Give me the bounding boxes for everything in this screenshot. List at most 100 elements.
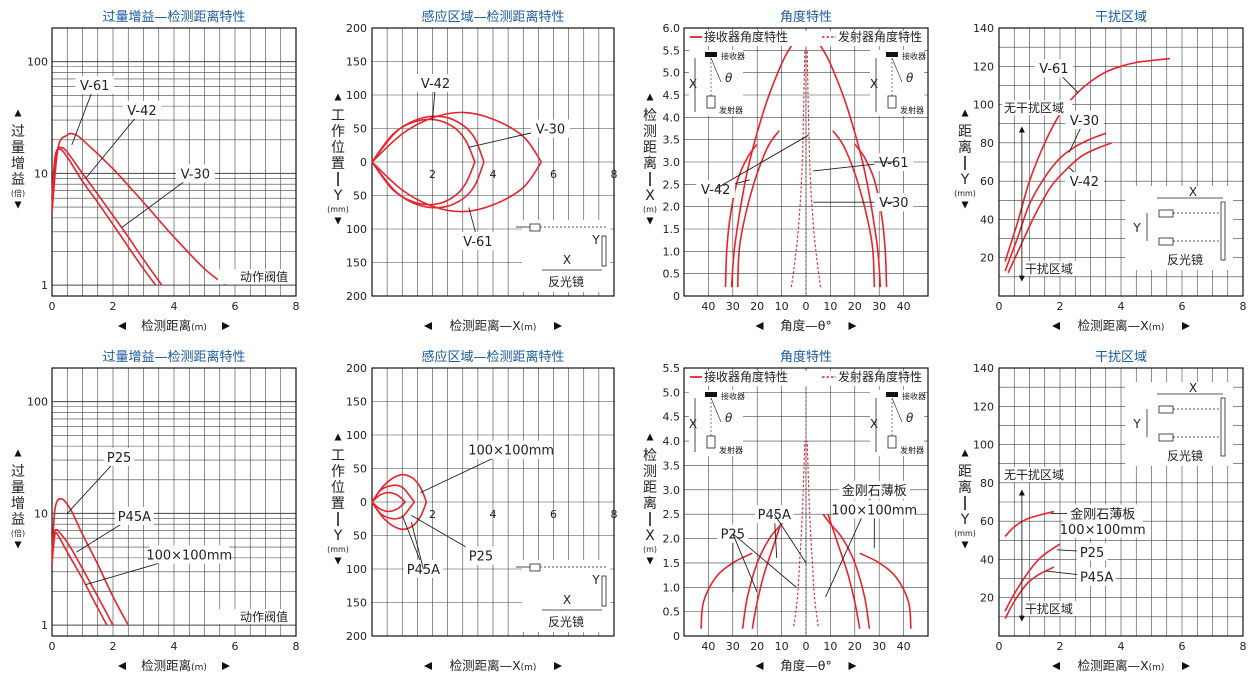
region-bg bbox=[1023, 601, 1084, 617]
x-tick-label: 6 bbox=[232, 300, 239, 313]
reflector-inset: X Y 反光镜 bbox=[516, 220, 610, 292]
annotation-bg bbox=[1077, 567, 1116, 586]
y-tick-label: 80 bbox=[980, 477, 994, 490]
y-axis-unit: (m) bbox=[643, 545, 657, 554]
interference-label: 干扰区域 bbox=[1025, 262, 1073, 276]
x-tick-label: 6 bbox=[550, 508, 557, 521]
series-v-42 bbox=[736, 130, 780, 288]
y-axis-label-char: 距 bbox=[958, 464, 972, 480]
x-axis-label: 角度—θ° bbox=[780, 658, 831, 673]
left-triangle-icon bbox=[424, 662, 432, 670]
x-tick-label: 8 bbox=[611, 168, 618, 181]
y-axis-label-char: 检 bbox=[643, 448, 657, 464]
angle-setup-inset: X 接收器 θ 发射器 bbox=[870, 50, 926, 116]
annotation-leader bbox=[715, 134, 809, 190]
series-emitter bbox=[793, 441, 806, 627]
y-tick-label: 0 bbox=[673, 630, 680, 643]
y-axis-label-char: 过 bbox=[11, 124, 25, 140]
y-tick-label: 100 bbox=[346, 429, 367, 442]
x-tick-label: 2 bbox=[110, 300, 117, 313]
annotation-bg bbox=[465, 546, 497, 565]
x-tick-label: 8 bbox=[293, 300, 300, 313]
chart-title: 感应区域—检测距离特性 bbox=[421, 349, 564, 365]
annotation-label: P45A bbox=[1080, 571, 1113, 586]
series-100-100mm bbox=[371, 491, 406, 503]
y-tick-label: 6.0 bbox=[663, 22, 681, 35]
x-tick-label: 4 bbox=[490, 168, 497, 181]
reflector-plate-icon bbox=[1220, 201, 1226, 261]
y-axis-unit: (倍) bbox=[11, 528, 25, 538]
sensor-icon bbox=[1158, 209, 1174, 218]
inset-emitter-label: 发射器 bbox=[719, 105, 743, 115]
annotation-leader bbox=[732, 533, 797, 588]
inset-theta: θ bbox=[906, 411, 914, 425]
y-axis-unit: (mm) bbox=[954, 529, 976, 538]
annotation-label: V-30 bbox=[536, 123, 565, 138]
y-axis-label-char: 量 bbox=[11, 480, 25, 496]
y-tick-label: 0 bbox=[673, 290, 680, 303]
inset-bg bbox=[870, 50, 924, 116]
inset-receiver-label: 接收器 bbox=[902, 51, 926, 61]
inset-line bbox=[710, 397, 722, 423]
annotation-label: P25 bbox=[107, 451, 131, 466]
x-tick-label: 2 bbox=[110, 640, 117, 653]
x-tick-label: 6 bbox=[550, 168, 557, 181]
plot-frame bbox=[51, 367, 297, 637]
y-axis-label-char: 作 bbox=[331, 464, 345, 480]
x-tick-label: 2 bbox=[1057, 300, 1064, 313]
x-tick-label: 8 bbox=[293, 640, 300, 653]
y-axis-label-char: 过 bbox=[11, 464, 25, 480]
reflector-inset: X Y 反光镜 bbox=[1125, 381, 1233, 466]
legend-bg bbox=[686, 31, 926, 46]
y-tick-label: 150 bbox=[346, 597, 367, 610]
annotation-label: P25 bbox=[469, 550, 493, 565]
receiver-icon bbox=[705, 392, 717, 397]
y-tick-label: 4.0 bbox=[663, 435, 681, 448]
plot-frame bbox=[683, 367, 929, 637]
x-tick-label: 0 bbox=[996, 300, 1003, 313]
chart-panel-6: 感应区域—检测距离特性 2 4 6 8 200 150 100 50 0 50 100 150 200 检测… bbox=[327, 349, 617, 673]
y-axis-label-char: 离 bbox=[643, 155, 657, 172]
threshold-bg bbox=[218, 269, 292, 285]
y-axis-label-char: 离 bbox=[958, 139, 972, 156]
reflector-plate-icon bbox=[601, 575, 607, 607]
down-triangle-icon bbox=[646, 557, 654, 565]
emitter-icon bbox=[887, 95, 897, 109]
y-tick-label: 5.0 bbox=[663, 67, 681, 80]
series-emitter bbox=[806, 441, 819, 627]
inset-theta: θ bbox=[725, 71, 733, 85]
series-v-30 bbox=[51, 148, 157, 286]
series-100-100mm bbox=[51, 531, 108, 626]
y-axis-label-char: 距 bbox=[958, 124, 972, 140]
inset-mirror-label: 反光镜 bbox=[548, 274, 584, 289]
x-tick-label: 10 bbox=[775, 300, 789, 313]
up-triangle-icon bbox=[334, 93, 342, 101]
up-triangle-icon bbox=[961, 449, 969, 457]
chart-panel-1: 过量增益—检测距离特性 0 2 4 6 8 1 10 100 检测距离(m) 过量增益(倍) V-61… bbox=[11, 9, 300, 333]
annotation-label: V-30 bbox=[879, 196, 908, 211]
series-v-30 bbox=[724, 143, 758, 288]
left-triangle-icon bbox=[755, 662, 764, 670]
x-tick-label: 4 bbox=[1118, 300, 1125, 313]
y-tick-label: 200 bbox=[346, 22, 367, 35]
y-tick-label: 4.5 bbox=[663, 89, 681, 102]
annotation-label: 100×100mm bbox=[1060, 523, 1146, 538]
y-tick-label: 100 bbox=[346, 89, 367, 102]
right-triangle-icon bbox=[848, 662, 857, 670]
series-v-61 bbox=[819, 45, 882, 288]
x-axis-label-main: 角度—θ° bbox=[780, 318, 831, 333]
x-tick-label: 4 bbox=[1118, 640, 1125, 653]
annotation-bg bbox=[1065, 110, 1104, 129]
legend-bg bbox=[686, 371, 926, 386]
y-axis-unit: (m) bbox=[643, 205, 657, 214]
inset-y-label: Y bbox=[1132, 417, 1141, 431]
region-bg bbox=[1023, 261, 1084, 277]
series-p25 bbox=[822, 513, 871, 629]
y-axis-unit: (mm) bbox=[327, 205, 349, 214]
inset-bg bbox=[689, 50, 743, 116]
annotation-label: V-30 bbox=[181, 167, 210, 182]
inset-emitter-label: 发射器 bbox=[900, 105, 924, 115]
series-p45a bbox=[371, 484, 416, 503]
down-triangle-icon bbox=[334, 557, 342, 565]
